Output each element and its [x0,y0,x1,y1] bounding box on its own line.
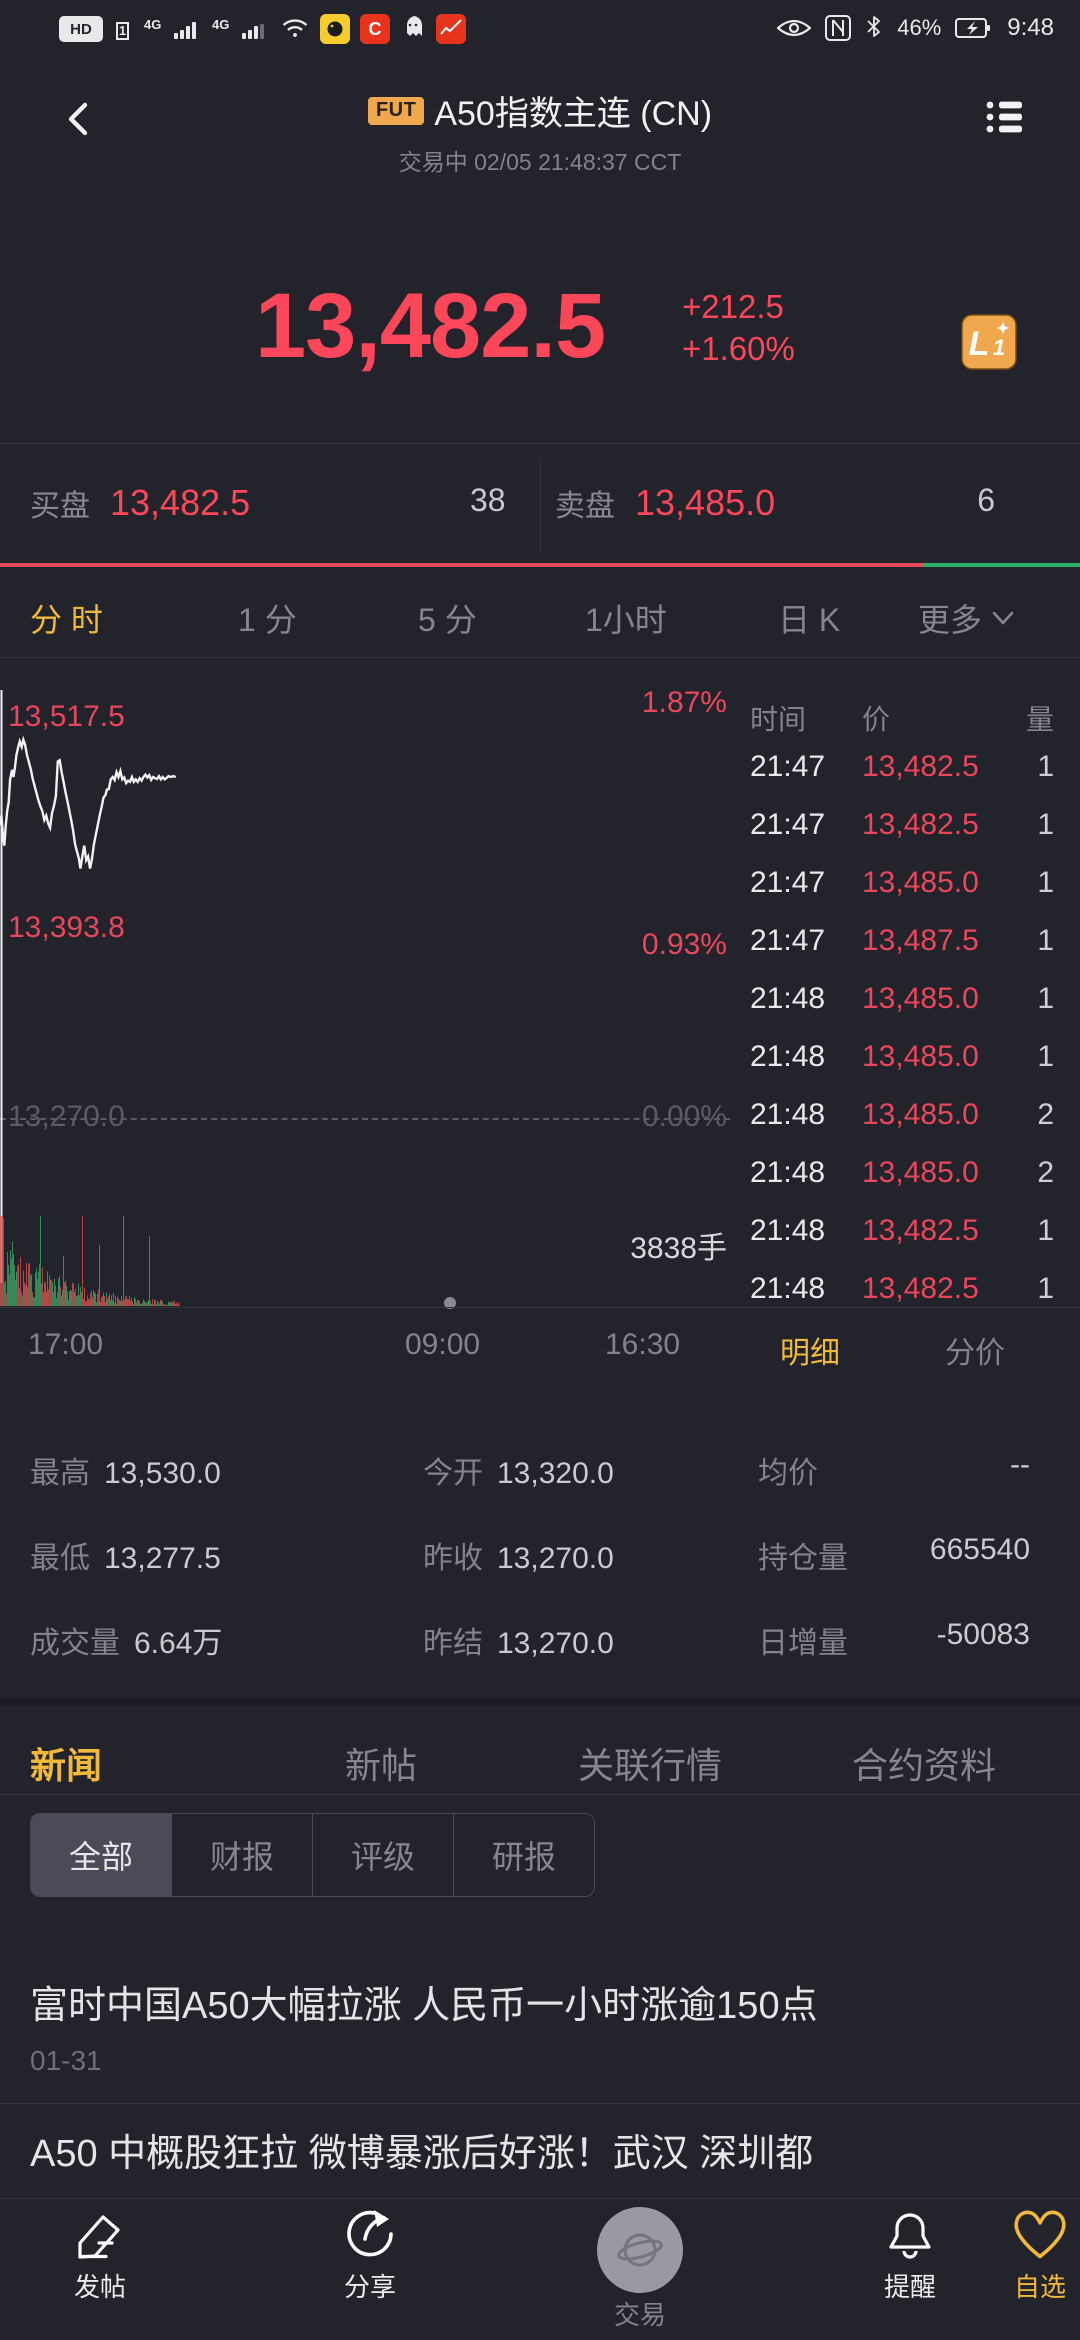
svg-text:C: C [369,19,382,39]
svg-text:HD: HD [70,21,92,38]
svg-text:4G: 4G [212,17,229,32]
svg-text:L: L [969,325,990,363]
svg-text:1: 1 [119,23,126,38]
svg-text:4G: 4G [144,17,161,32]
svg-text:1: 1 [993,335,1005,360]
